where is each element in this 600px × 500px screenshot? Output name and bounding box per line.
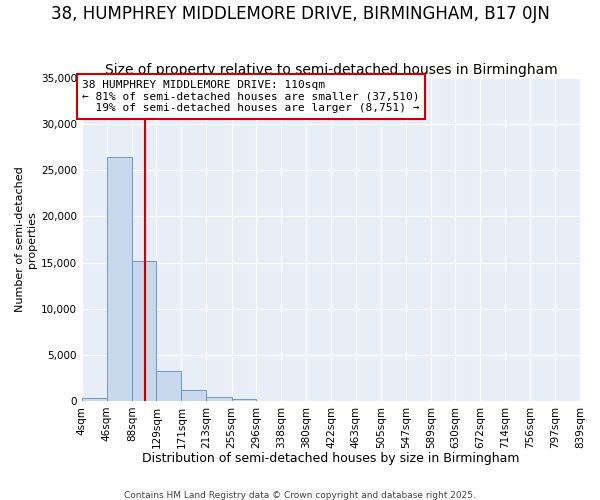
Bar [206, 397, 232, 401]
Bar [232, 399, 256, 401]
Title: Size of property relative to semi-detached houses in Birmingham: Size of property relative to semi-detach… [104, 63, 557, 77]
Bar [107, 156, 132, 401]
X-axis label: Distribution of semi-detached houses by size in Birmingham: Distribution of semi-detached houses by … [142, 452, 520, 465]
Bar [181, 390, 206, 401]
Text: 38 HUMPHREY MIDDLEMORE DRIVE: 110sqm
← 81% of semi-detached houses are smaller (: 38 HUMPHREY MIDDLEMORE DRIVE: 110sqm ← 8… [82, 80, 420, 113]
Text: Contains HM Land Registry data © Crown copyright and database right 2025.: Contains HM Land Registry data © Crown c… [124, 490, 476, 500]
Bar [157, 372, 181, 401]
Y-axis label: Number of semi-detached
properties: Number of semi-detached properties [15, 166, 37, 312]
Bar [82, 398, 107, 401]
Text: 38, HUMPHREY MIDDLEMORE DRIVE, BIRMINGHAM, B17 0JN: 38, HUMPHREY MIDDLEMORE DRIVE, BIRMINGHA… [50, 5, 550, 23]
Bar [132, 260, 157, 401]
